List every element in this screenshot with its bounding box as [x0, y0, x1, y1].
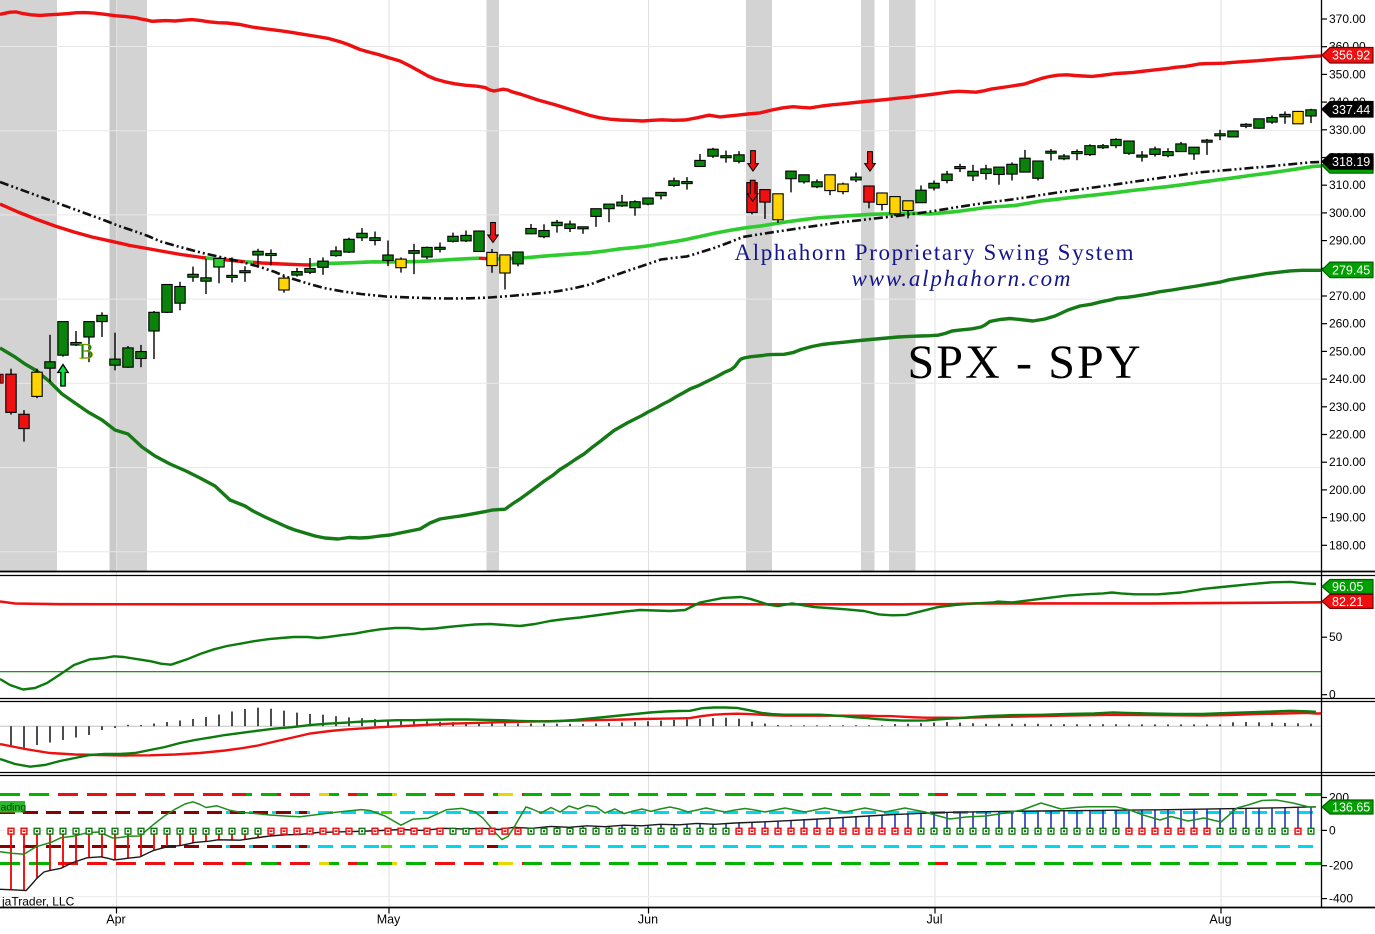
- svg-text:82.21: 82.21: [1332, 595, 1363, 609]
- svg-text:0: 0: [1329, 688, 1336, 702]
- svg-text:350.00: 350.00: [1329, 67, 1366, 81]
- svg-text:ading: ading: [1, 802, 27, 814]
- svg-text:50: 50: [1329, 630, 1343, 644]
- svg-text:Jul: Jul: [927, 913, 943, 927]
- svg-text:270.00: 270.00: [1329, 289, 1366, 303]
- svg-text:330.00: 330.00: [1329, 123, 1366, 137]
- svg-text:-400: -400: [1329, 892, 1353, 906]
- svg-text:230.00: 230.00: [1329, 400, 1366, 414]
- svg-text:300.00: 300.00: [1329, 206, 1366, 220]
- svg-text:290.00: 290.00: [1329, 234, 1366, 248]
- svg-text:B: B: [79, 339, 94, 364]
- svg-text:200.00: 200.00: [1329, 483, 1366, 497]
- svg-text:337.44: 337.44: [1332, 103, 1370, 117]
- svg-text:260.00: 260.00: [1329, 317, 1366, 331]
- svg-text:210.00: 210.00: [1329, 455, 1366, 469]
- svg-text:310.00: 310.00: [1329, 178, 1366, 192]
- svg-text:Alphahorn Proprietary Swing Sy: Alphahorn Proprietary Swing System: [735, 240, 1134, 265]
- svg-text:279.45: 279.45: [1332, 263, 1370, 277]
- svg-text:136.65: 136.65: [1332, 801, 1370, 815]
- svg-text:Jun: Jun: [638, 913, 658, 927]
- svg-text:www.alphahorn.com: www.alphahorn.com: [852, 266, 1071, 291]
- svg-text:370.00: 370.00: [1329, 12, 1366, 26]
- svg-text:190.00: 190.00: [1329, 511, 1366, 525]
- svg-text:-200: -200: [1329, 859, 1353, 873]
- svg-text:240.00: 240.00: [1329, 372, 1366, 386]
- svg-text:180.00: 180.00: [1329, 538, 1366, 552]
- svg-text:0: 0: [1329, 823, 1336, 837]
- svg-text:May: May: [377, 913, 401, 927]
- svg-text:250.00: 250.00: [1329, 344, 1366, 358]
- svg-text:318.19: 318.19: [1332, 155, 1370, 169]
- svg-text:220.00: 220.00: [1329, 428, 1366, 442]
- svg-text:Aug: Aug: [1209, 913, 1231, 927]
- svg-text:jaTrader, LLC: jaTrader, LLC: [1, 895, 75, 909]
- svg-text:356.92: 356.92: [1332, 49, 1370, 63]
- svg-text:96.05: 96.05: [1332, 580, 1363, 594]
- svg-text:Apr: Apr: [106, 913, 125, 927]
- svg-text:SPX - SPY: SPX - SPY: [908, 336, 1141, 389]
